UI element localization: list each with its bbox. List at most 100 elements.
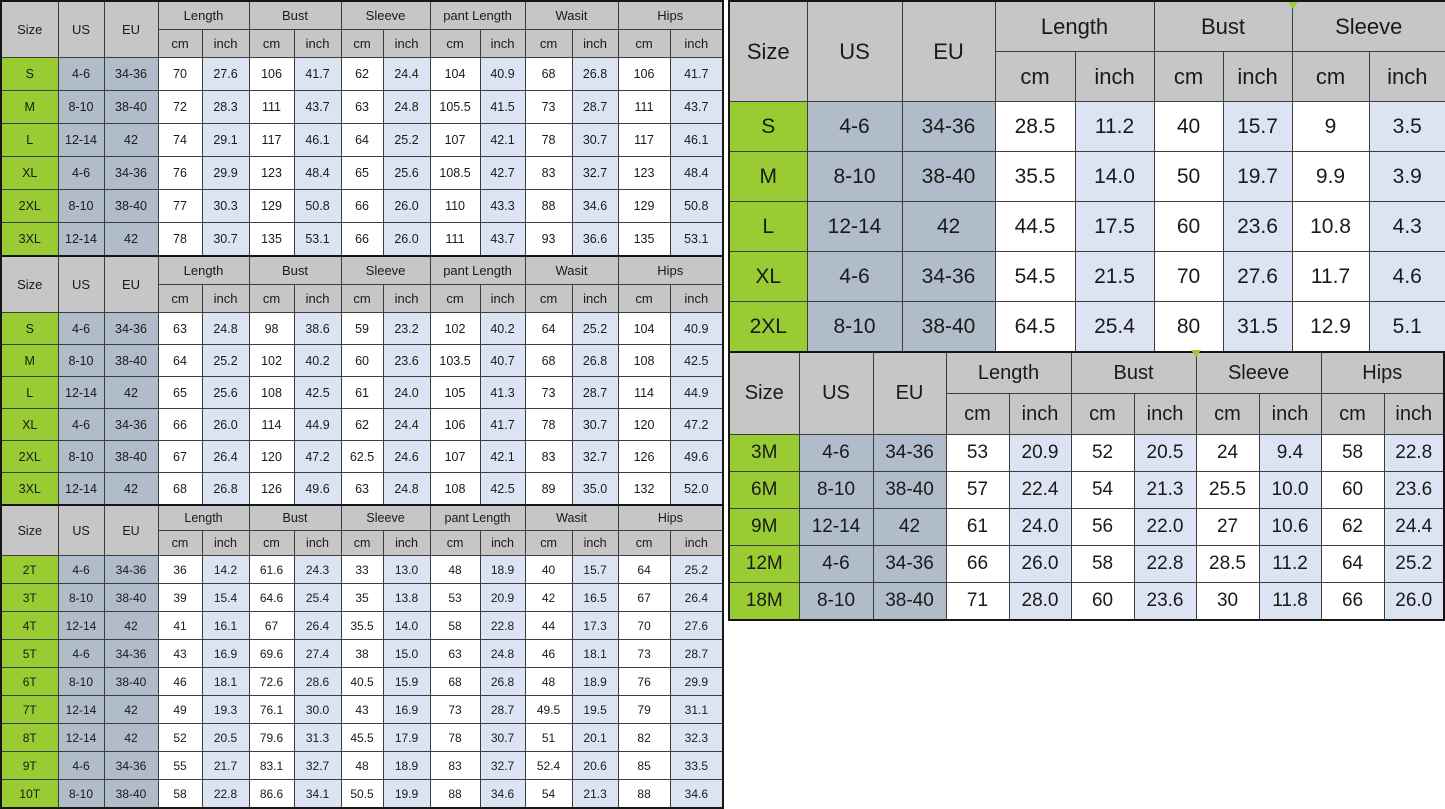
value-cell: 18.1 <box>201 667 250 696</box>
value-cell: 76 <box>617 667 671 696</box>
unit-header: inch <box>293 284 342 313</box>
group-header: Bust <box>248 0 342 30</box>
value-cell: 13.0 <box>382 555 431 584</box>
us-cell: 4-6 <box>798 434 874 472</box>
unit-header: cm <box>340 530 384 556</box>
group-header: Sleeve <box>340 0 431 30</box>
group-header: Length <box>157 255 250 285</box>
value-cell: 28.7 <box>571 90 619 124</box>
size-cell: S <box>0 57 59 91</box>
size-cell: 8T <box>0 723 59 752</box>
eu-cell: 34-36 <box>103 57 159 91</box>
group-header: Length <box>945 351 1072 394</box>
eu-cell: 34-36 <box>872 434 947 472</box>
value-cell: 26.4 <box>201 440 250 473</box>
value-cell: 60 <box>1070 582 1135 621</box>
value-cell: 106 <box>429 408 481 441</box>
value-cell: 52 <box>1070 434 1135 472</box>
us-cell: 4-6 <box>57 639 105 668</box>
value-cell: 129 <box>248 189 295 223</box>
value-cell: 73 <box>524 376 573 409</box>
value-cell: 16.9 <box>201 639 250 668</box>
value-cell: 56 <box>1070 508 1135 546</box>
us-cell: 4-6 <box>806 101 903 152</box>
value-cell: 129 <box>617 189 671 223</box>
value-cell: 123 <box>248 156 295 190</box>
unit-header: cm <box>524 530 573 556</box>
value-cell: 105 <box>429 376 481 409</box>
value-cell: 4.6 <box>1368 251 1445 302</box>
unit-header: cm <box>248 530 295 556</box>
value-cell: 53 <box>429 583 481 612</box>
value-cell: 73 <box>429 695 481 724</box>
value-cell: 110 <box>429 189 481 223</box>
eu-cell: 38-40 <box>103 667 159 696</box>
unit-header: cm <box>994 51 1076 102</box>
value-cell: 73 <box>617 639 671 668</box>
toddler-size-chart-mount: Size US EU Length Bust Sleeve pant Length Wasit… <box>0 504 725 809</box>
value-cell: 24.4 <box>382 57 431 91</box>
value-cell: 62 <box>1320 508 1385 546</box>
value-cell: 53.1 <box>293 222 342 257</box>
value-cell: 43.3 <box>479 189 526 223</box>
value-cell: 30.7 <box>571 123 619 157</box>
corner-header-us: US <box>57 255 105 313</box>
value-cell: 25.2 <box>1383 545 1445 583</box>
value-cell: 40.5 <box>340 667 384 696</box>
size-cell: 12M <box>728 545 800 583</box>
unit-header: inch <box>201 284 250 313</box>
unit-header: inch <box>293 29 342 58</box>
size-cell: 6T <box>0 667 59 696</box>
adult-size-chart-b-mount: Size US EU Length Bust Sleeve pant Length Wasit… <box>0 255 725 506</box>
table-row: XL 4-6 34-36 54.5 21.5 70 27.6 11.7 4.6 <box>728 251 1445 302</box>
value-cell: 77 <box>157 189 203 223</box>
unit-header: cm <box>157 530 203 556</box>
adult-size-chart-a-mount: Size US EU Length Bust Sleeve pant Length Wasit… <box>0 0 725 257</box>
value-cell: 68 <box>429 667 481 696</box>
value-cell: 58 <box>429 611 481 640</box>
table-row: L 12-14 42 65 25.6 108 42.5 61 24.0 105 41.3 73 28.7… <box>0 376 724 409</box>
value-cell: 78 <box>429 723 481 752</box>
us-cell: 8-10 <box>806 301 903 353</box>
value-cell: 27 <box>1195 508 1260 546</box>
value-cell: 36.6 <box>571 222 619 257</box>
value-cell: 80 <box>1153 301 1224 353</box>
value-cell: 41.7 <box>479 408 526 441</box>
value-cell: 25.2 <box>571 312 619 345</box>
value-cell: 83 <box>524 156 573 190</box>
us-cell: 4-6 <box>57 751 105 780</box>
value-cell: 10.6 <box>1258 508 1322 546</box>
us-cell: 8-10 <box>57 667 105 696</box>
value-cell: 28.7 <box>479 695 526 724</box>
value-cell: 25.6 <box>201 376 250 409</box>
value-cell: 31.3 <box>293 723 342 752</box>
value-cell: 63 <box>340 472 384 506</box>
value-cell: 46.1 <box>293 123 342 157</box>
group-header: Sleeve <box>1195 351 1322 394</box>
value-cell: 60 <box>340 344 384 377</box>
value-cell: 61.6 <box>248 555 295 584</box>
eu-cell: 38-40 <box>103 344 159 377</box>
table-row: 2XL 8-10 38-40 77 30.3 129 50.8 66 26.0 110 43.3 88… <box>0 189 724 223</box>
us-cell: 4-6 <box>57 57 105 91</box>
value-cell: 104 <box>617 312 671 345</box>
value-cell: 88 <box>429 779 481 809</box>
eu-cell: 42 <box>103 723 159 752</box>
value-cell: 9.4 <box>1258 434 1322 472</box>
value-cell: 19.3 <box>201 695 250 724</box>
unit-header: inch <box>669 29 724 58</box>
unit-header: inch <box>1008 393 1072 435</box>
value-cell: 62.5 <box>340 440 384 473</box>
value-cell: 40 <box>1153 101 1224 152</box>
value-cell: 68 <box>524 57 573 91</box>
unit-header: cm <box>524 284 573 313</box>
value-cell: 32.7 <box>293 751 342 780</box>
size-cell: M <box>0 90 59 124</box>
eu-cell: 42 <box>103 695 159 724</box>
value-cell: 27.6 <box>1222 251 1293 302</box>
value-cell: 26.8 <box>571 57 619 91</box>
value-cell: 29.9 <box>201 156 250 190</box>
value-cell: 46 <box>157 667 203 696</box>
value-cell: 22.8 <box>479 611 526 640</box>
value-cell: 35 <box>340 583 384 612</box>
